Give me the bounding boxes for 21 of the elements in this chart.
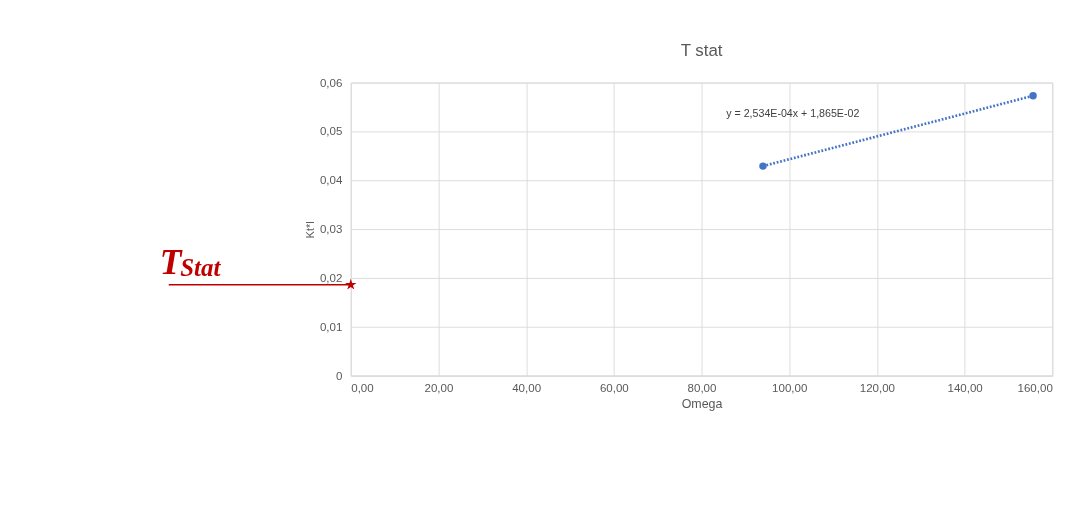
x-tick-label: 140,00	[947, 382, 983, 395]
x-tick-label: 120,00	[859, 382, 896, 395]
y-tick-label: 0	[335, 369, 343, 382]
annotation: y = 2,534E-04x + 1,865E-02	[726, 107, 860, 120]
x-tick-label: 80,00	[687, 382, 717, 395]
x-tick-label: 160,00	[1017, 382, 1053, 395]
x-axis-title: Omega	[681, 397, 723, 412]
x-tick-label: 60,00	[599, 382, 629, 395]
x-tick-label: 40,00	[512, 382, 542, 395]
x-tick-label: 0,00	[351, 382, 374, 395]
y-tick-label: 0,04	[319, 174, 343, 187]
y-tick-label: 0,03	[319, 223, 343, 236]
y-axis-title: Kt*I	[303, 220, 316, 239]
annotation: TStat	[159, 242, 222, 283]
chart-title: T stat	[680, 40, 723, 60]
y-tick-label: 0,06	[319, 76, 343, 89]
y-tick-label: 0,02	[319, 271, 343, 284]
x-tick-label: 100,00	[772, 382, 808, 395]
y-tick-label: 0,05	[319, 125, 343, 138]
y-tick-label: 0,01	[319, 320, 343, 333]
x-tick-label: 20,00	[424, 382, 454, 395]
